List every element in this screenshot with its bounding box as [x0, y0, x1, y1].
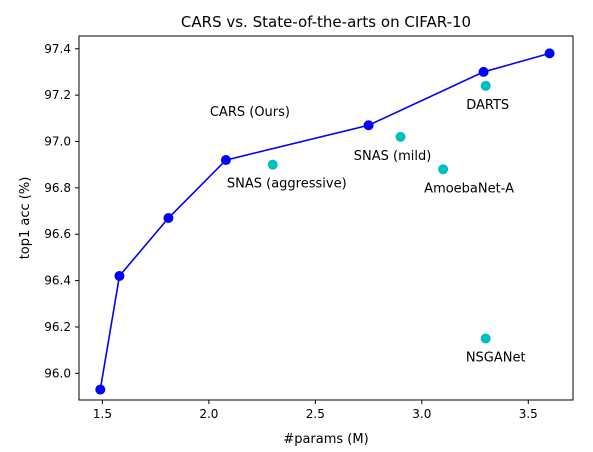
point-label-amoebanet-a: AmoebaNet-A: [424, 181, 514, 196]
point-snas-mild: [395, 131, 406, 142]
y-tick-label: 96.4: [44, 274, 71, 288]
cars-point: [544, 48, 555, 59]
cars-point: [114, 270, 125, 281]
point-darts: [480, 80, 491, 91]
y-tick-label: 96.2: [44, 320, 71, 334]
y-tick-label: 97.0: [44, 134, 71, 148]
y-tick-label: 96.0: [44, 366, 71, 380]
point-nsganet: [480, 333, 491, 344]
cars-point: [220, 155, 231, 166]
point-label-snas-aggressive: SNAS (aggressive): [227, 177, 347, 192]
cars-series-label: CARS (Ours): [210, 105, 290, 120]
y-tick-label: 96.8: [44, 181, 71, 195]
point-label-snas-mild: SNAS (mild): [354, 149, 432, 164]
cars-point: [478, 66, 489, 77]
x-tick-label: 3.5: [519, 407, 538, 421]
y-tick-label: 97.4: [44, 42, 71, 56]
y-tick-label: 96.6: [44, 227, 71, 241]
cars-point: [163, 213, 174, 223]
y-axis-label: top1 acc (%): [18, 177, 33, 260]
y-axis-ticks: 96.0 96.2 96.4 96.6 96.8 97.0 97.2 97.4: [44, 42, 79, 380]
x-axis-label: #params (M): [283, 432, 368, 447]
x-tick-label: 3.0: [412, 407, 431, 421]
x-tick-label: 2.0: [199, 407, 218, 421]
x-tick-label: 2.5: [306, 407, 325, 421]
x-axis-ticks: 1.5 2.0 2.5 3.0 3.5: [93, 400, 538, 421]
plot-area-frame: [78, 35, 574, 401]
cars-point: [363, 120, 374, 131]
cars-point: [95, 384, 106, 395]
point-amoebanet-a: [438, 164, 449, 175]
chart-title: CARS vs. State-of-the-arts on CIFAR-10: [181, 13, 471, 31]
y-tick-label: 97.2: [44, 88, 71, 102]
series-layer: [95, 48, 555, 395]
point-labels: CARS (Ours) SNAS (aggressive) SNAS (mild) A…: [210, 98, 526, 366]
point-label-nsganet: NSGANet: [466, 351, 526, 366]
point-snas-aggressive: [267, 159, 278, 170]
point-label-darts: DARTS: [466, 98, 509, 113]
x-tick-label: 1.5: [93, 407, 112, 421]
